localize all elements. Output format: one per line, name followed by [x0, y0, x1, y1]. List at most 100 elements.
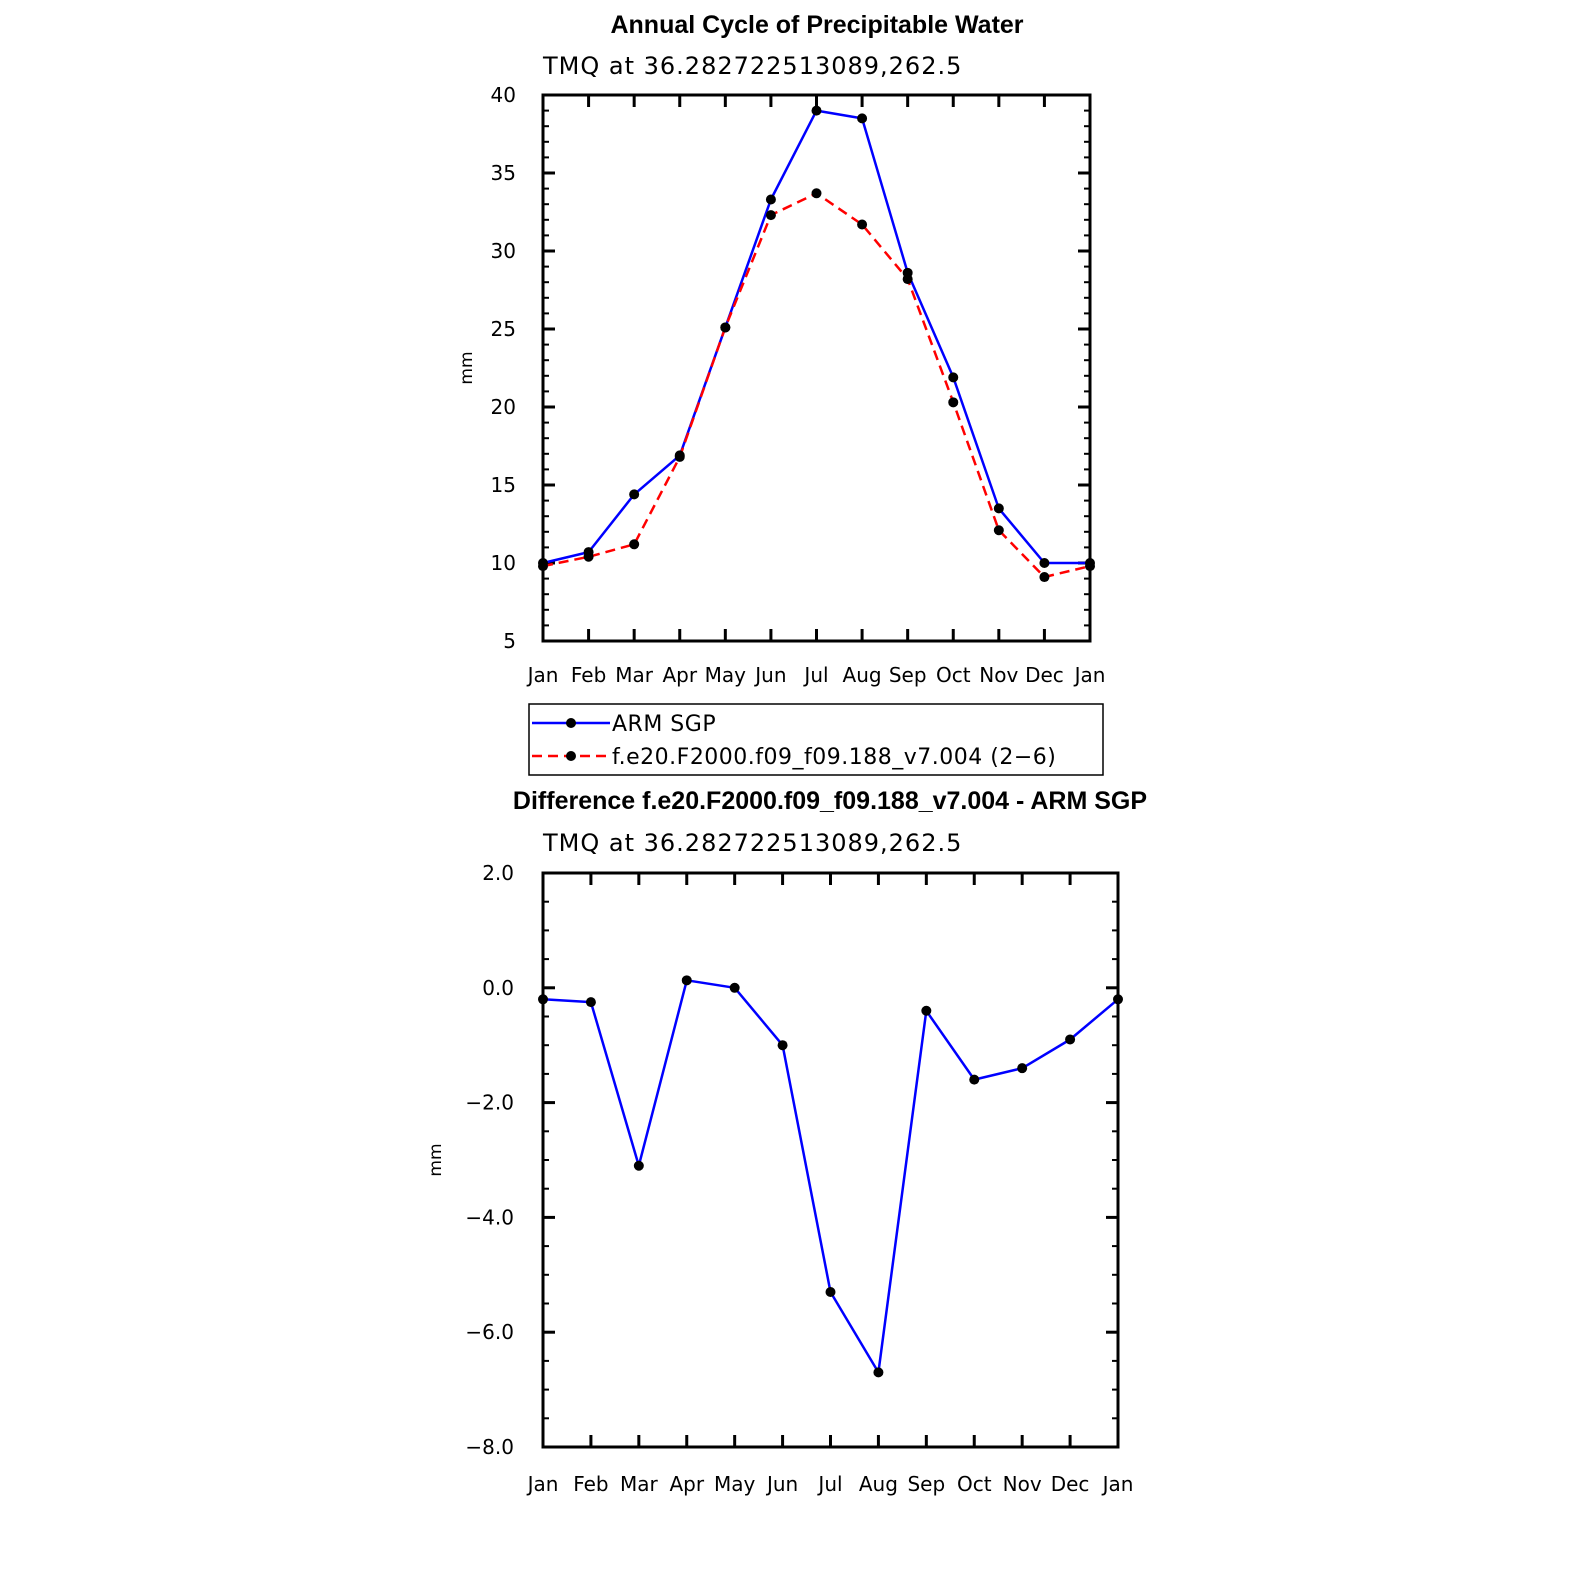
plot-frame [541, 871, 1120, 1449]
y-tick-label: −4.0 [465, 1205, 514, 1229]
y-tick-label: 10 [491, 551, 516, 575]
y-tick-label: −8.0 [465, 1435, 514, 1459]
legend: ARM SGP f.e20.F2000.f09_f09.188_v7.004 (… [528, 703, 1104, 776]
data-point [811, 188, 822, 199]
x-tick-label: Jan [1073, 663, 1106, 687]
x-tick-label: Jan [526, 663, 559, 687]
data-point [1065, 1034, 1076, 1045]
data-point [1039, 572, 1050, 583]
plot-frame [541, 93, 1092, 643]
chart-subtitle: TMQ at 36.282722513089,262.5 [542, 52, 962, 80]
data-point [993, 525, 1004, 536]
series-lines [542, 109, 1091, 579]
legend-label-model: f.e20.F2000.f09_f09.188_v7.004 (2−6) [612, 745, 1056, 770]
x-tick-label: Oct [957, 1472, 992, 1496]
x-tick-label: Jan [1101, 1472, 1134, 1496]
x-tick-labels: Jan Feb Mar Apr May Jun Jul Aug Sep Oct Nov Dec Jan [526, 663, 1106, 687]
series-line-0 [542, 979, 1119, 1374]
x-tick-label: Nov [1003, 1472, 1042, 1496]
x-tick-label: Apr [662, 663, 697, 687]
data-point [921, 1005, 932, 1016]
x-tick-label: Mar [615, 663, 654, 687]
x-tick-label: Jan [526, 1472, 559, 1496]
y-axis-label: mm [426, 1143, 446, 1176]
series-markers [538, 975, 1123, 1378]
chart-subtitle: TMQ at 36.282722513089,262.5 [542, 829, 962, 857]
y-axis-label: mm [457, 351, 477, 384]
data-point [629, 489, 640, 500]
y-tick-label: 35 [491, 161, 516, 185]
x-tick-label: Oct [936, 663, 971, 687]
x-tick-label: Feb [573, 1472, 608, 1496]
y-tick-label: 5 [503, 629, 516, 653]
data-point [969, 1074, 980, 1085]
data-point [857, 113, 868, 124]
x-tick-label: Mar [620, 1472, 659, 1496]
x-tick-label: Jun [753, 663, 786, 687]
y-tick-label: −2.0 [465, 1091, 514, 1115]
y-tick-label: 40 [491, 83, 516, 107]
x-tick-label: Sep [907, 1472, 945, 1496]
data-point [674, 451, 685, 462]
data-point [633, 1160, 644, 1171]
chart-title: Annual Cycle of Precipitable Water [610, 11, 1023, 39]
data-point [825, 1287, 836, 1298]
data-point [681, 975, 692, 986]
data-point [729, 982, 740, 993]
x-tick-label: Sep [889, 663, 927, 687]
series-line-0 [542, 109, 1090, 565]
x-tick-label: May [714, 1472, 756, 1496]
x-tick-label: Jul [802, 663, 828, 687]
legend-marker-model [566, 751, 576, 761]
chart-title: Difference f.e20.F2000.f09_f09.188_v7.00… [513, 787, 1147, 815]
data-point [902, 274, 913, 285]
data-point [857, 219, 868, 230]
data-point [993, 503, 1004, 514]
x-tick-labels: Jan Feb Mar Apr May Jun Jul Aug Sep Oct Nov Dec Jan [526, 1472, 1134, 1496]
data-point [811, 105, 822, 116]
data-point [629, 539, 640, 550]
x-tick-label: Aug [859, 1472, 898, 1496]
y-tick-label: 15 [491, 473, 516, 497]
y-tick-label: −6.0 [465, 1320, 514, 1344]
legend-marker-arm-sgp [566, 718, 576, 728]
data-point [1017, 1063, 1028, 1074]
data-point [720, 322, 731, 333]
axis-ticks [541, 871, 1120, 1449]
legend-label-arm-sgp: ARM SGP [612, 712, 716, 737]
annual-cycle-chart: Annual Cycle of Precipitable Water TMQ a… [457, 11, 1106, 776]
x-tick-label: Nov [979, 663, 1018, 687]
data-point [948, 397, 959, 408]
data-point [538, 561, 548, 572]
data-point [1113, 994, 1123, 1005]
y-tick-label: 20 [491, 395, 516, 419]
legend-box [528, 703, 1104, 776]
x-tick-label: Dec [1051, 1472, 1090, 1496]
data-point [777, 1040, 788, 1051]
y-tick-label: 0.0 [482, 976, 514, 1000]
y-tick-labels: 5 10 15 20 25 30 35 40 [491, 83, 516, 653]
x-tick-label: Dec [1025, 663, 1064, 687]
data-point [585, 997, 596, 1008]
x-tick-label: Jul [816, 1472, 842, 1496]
data-point [583, 551, 594, 562]
data-point [765, 194, 776, 205]
x-tick-label: Apr [669, 1472, 704, 1496]
series-markers [538, 105, 1095, 583]
x-tick-label: Jun [765, 1472, 798, 1496]
data-point [1039, 558, 1050, 568]
data-point [873, 1367, 884, 1378]
series-lines [542, 979, 1119, 1374]
y-tick-label: 25 [491, 317, 516, 341]
data-point [765, 210, 776, 221]
data-point [948, 372, 959, 383]
x-tick-label: Aug [843, 663, 882, 687]
difference-chart: Difference f.e20.F2000.f09_f09.188_v7.00… [426, 787, 1147, 1496]
y-tick-labels: −8.0 −6.0 −4.0 −2.0 0.0 2.0 [465, 861, 514, 1459]
axis-ticks [541, 93, 1092, 643]
data-point [538, 994, 548, 1005]
data-point [1085, 561, 1095, 572]
y-tick-label: 30 [491, 239, 516, 263]
x-tick-label: Feb [571, 663, 606, 687]
